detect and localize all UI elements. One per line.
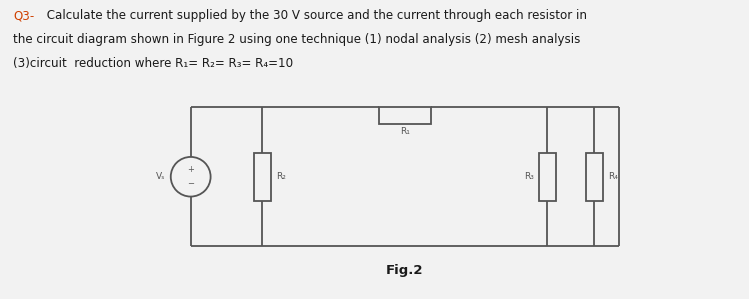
Text: the circuit diagram shown in Figure 2 using one technique (1) nodal analysis (2): the circuit diagram shown in Figure 2 us… [13, 33, 580, 46]
Text: Fig.2: Fig.2 [386, 264, 424, 277]
Text: Q3-: Q3- [13, 9, 34, 22]
Bar [254, 153, 271, 201]
Text: R₄: R₄ [607, 172, 617, 181]
Text: Calculate the current supplied by the 30 V source and the current through each r: Calculate the current supplied by the 30… [43, 9, 587, 22]
Text: R₃: R₃ [524, 172, 534, 181]
Text: R₂: R₂ [276, 172, 285, 181]
Text: +: + [187, 165, 194, 174]
Text: R₁: R₁ [400, 127, 410, 136]
Bar [539, 153, 556, 201]
Circle shape [171, 157, 210, 196]
Text: (3)circuit  reduction where R₁= R₂= R₃= R₄=10: (3)circuit reduction where R₁= R₂= R₃= R… [13, 57, 294, 70]
Bar [379, 107, 431, 124]
Text: Vₛ: Vₛ [157, 172, 166, 181]
Bar [586, 153, 603, 201]
Text: −: − [187, 179, 194, 188]
